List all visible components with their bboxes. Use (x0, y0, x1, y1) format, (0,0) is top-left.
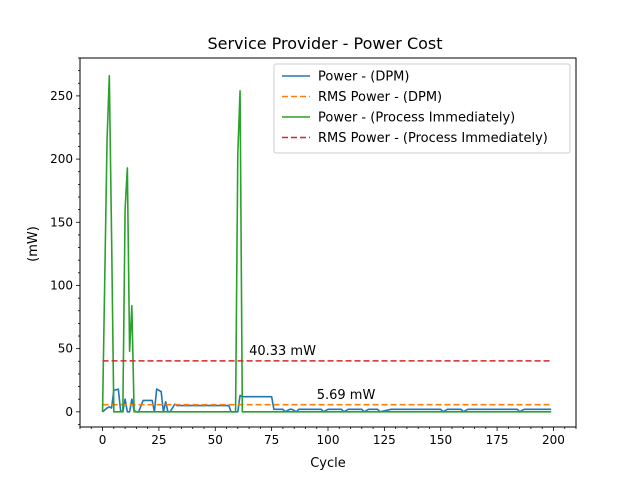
y-tick-label: 0 (65, 405, 73, 419)
annotations: 40.33 mW 5.69 mW (249, 344, 375, 403)
legend-box (273, 63, 571, 154)
legend-label: Power - (Process Immediately) (318, 111, 515, 126)
x-tick-label: 125 (373, 433, 396, 447)
y-tick-label: 200 (50, 152, 73, 166)
y-tick-label: 100 (50, 278, 73, 292)
y-tick-label: 150 (50, 215, 73, 229)
annotation-label: 40.33 mW (249, 344, 316, 359)
x-tick-label: 50 (208, 433, 223, 447)
x-tick-label: 175 (486, 433, 509, 447)
x-axis-label: Cycle (310, 456, 346, 471)
plot-area (101, 74, 552, 413)
x-tick-label: 200 (542, 433, 565, 447)
x-tick-label: 150 (429, 433, 452, 447)
chart-title: Service Provider - Power Cost (207, 34, 442, 53)
annotation-label: 5.69 mW (317, 388, 376, 403)
series-line-2 (101, 74, 552, 413)
legend-label: RMS Power - (DPM) (318, 90, 442, 105)
x-tick-label: 75 (264, 433, 279, 447)
y-tick-label: 250 (50, 89, 73, 103)
axes: 0 25 50 75 100 125 150 175 200 0 50 100 150 200 250 (50, 57, 577, 447)
y-axis-label: (mW) (26, 226, 41, 262)
x-tick-label: 25 (151, 433, 166, 447)
y-tick-label: 50 (58, 342, 73, 356)
legend: Power - (DPM) RMS Power - (DPM) Power - (P… (273, 63, 571, 154)
x-tick-label: 0 (99, 433, 107, 447)
legend-label: Power - (DPM) (318, 70, 409, 85)
legend-label: RMS Power - (Process Immediately) (318, 131, 548, 146)
x-tick-label: 100 (317, 433, 340, 447)
